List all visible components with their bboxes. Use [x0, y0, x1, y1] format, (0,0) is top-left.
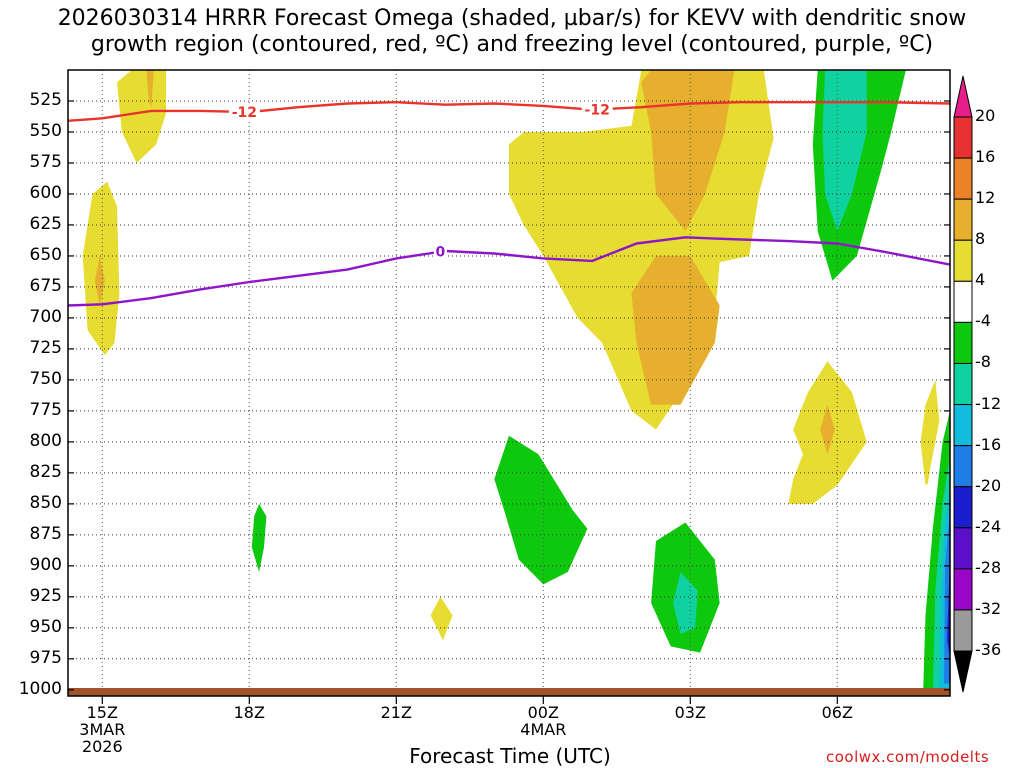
- omega-region-7: [251, 503, 267, 572]
- colorbar-label: -24: [975, 516, 1002, 536]
- y-tick-label: 900: [29, 554, 62, 575]
- colorbar-bin-16: [953, 116, 973, 159]
- x-tick-label: 21Z: [366, 704, 426, 721]
- omega-region-0: [117, 70, 166, 163]
- omega-region-8: [82, 417, 127, 572]
- colorbar-label: 4: [975, 270, 986, 290]
- contour-label-1-0: 0: [436, 245, 446, 261]
- chart-title: 2026030314 HRRR Forecast Omega (shaded, …: [0, 6, 1024, 58]
- colorbar-bin--12: [953, 362, 973, 406]
- colorbar-bin-4: [953, 239, 973, 282]
- source-credit: coolwx.com/modelts: [826, 748, 990, 766]
- colorbar-bin--4: [953, 280, 973, 323]
- colorbar-label: -8: [975, 352, 991, 372]
- y-tick-label: 950: [29, 616, 62, 637]
- contour-label-bg-1-0: [433, 243, 447, 260]
- contour-label-0-1: -12: [585, 102, 610, 118]
- x-tick-label-line: 15Z: [86, 703, 118, 722]
- x-tick-label-line: 3MAR: [79, 720, 126, 739]
- y-tick-label: 650: [29, 244, 62, 265]
- colorbar-label: -28: [975, 557, 1002, 577]
- y-tick-label: 800: [29, 430, 62, 451]
- colorbar-label: 20: [975, 106, 996, 125]
- omega-region-19: [822, 70, 867, 232]
- y-tick-label: 925: [29, 585, 62, 606]
- x-tick-label-line: 18Z: [233, 703, 265, 722]
- ground-strip: [68, 688, 950, 696]
- x-tick-label: 06Z: [807, 704, 867, 721]
- colorbar-bin--28: [953, 527, 973, 570]
- x-axis-label: Forecast Time (UTC): [409, 744, 611, 768]
- colorbar-label: -20: [975, 475, 1002, 495]
- omega-region-1: [146, 70, 154, 108]
- x-tick-label: 15Z 3MAR 2026: [72, 704, 132, 755]
- colorbar-bin--16: [953, 404, 973, 447]
- x-tick-label-line: 2026: [81, 737, 123, 756]
- y-tick-label: 725: [29, 337, 62, 358]
- colorbar-label: -32: [975, 598, 1002, 618]
- colorbar-label: 12: [975, 188, 996, 208]
- x-tick-label-line: 00Z: [527, 703, 559, 722]
- chart-title-line-1: 2026030314 HRRR Forecast Omega (shaded, …: [57, 6, 967, 31]
- contour-label-bg-0-0: [228, 104, 260, 121]
- contour-0: [68, 100, 950, 122]
- x-tick-label-line: 03Z: [674, 703, 706, 722]
- omega-shading: [82, 70, 950, 696]
- y-tick-label: 625: [29, 213, 62, 234]
- plot-frame: [67, 69, 951, 697]
- contour-label-0-0: -12: [232, 105, 257, 121]
- colorbar-bin--24: [953, 486, 973, 529]
- x-tick-label-line: 06Z: [821, 703, 853, 722]
- omega-region-6: [249, 253, 362, 641]
- omega-region-11: [494, 435, 588, 585]
- colorbar-label: -12: [975, 393, 1002, 413]
- colorbar-label: 16: [975, 147, 996, 167]
- y-tick-label: 550: [29, 120, 62, 141]
- colorbar-bin--8: [953, 321, 973, 364]
- omega-region-15: [641, 70, 735, 232]
- axes: [67, 69, 951, 704]
- omega-region-4: [94, 255, 105, 306]
- y-tick-label: 850: [29, 492, 62, 513]
- y-tick-label: 750: [29, 368, 62, 389]
- y-tick-label: 875: [29, 523, 62, 544]
- colorbar-label: -36: [975, 640, 1002, 659]
- colorbar-bin-12: [953, 157, 973, 200]
- y-tick-label: 525: [29, 89, 62, 110]
- contour-label-bg-0-1: [581, 101, 613, 118]
- omega-region-13: [673, 572, 698, 634]
- colorbar-bin--20: [953, 445, 973, 488]
- omega-region-21: [820, 404, 835, 455]
- omega-region-9: [430, 596, 453, 641]
- colorbar-label: -4: [975, 311, 991, 331]
- y-tick-label: 775: [29, 399, 62, 420]
- contour-lines: -12 -12 0: [68, 100, 950, 307]
- chart-title-line-2: growth region (contoured, red, ºC) and f…: [90, 32, 934, 57]
- x-tick-label: 03Z: [660, 704, 720, 721]
- x-tick-label: 18Z: [219, 704, 279, 721]
- contour-1: [68, 236, 950, 307]
- omega-region-2: [335, 70, 358, 132]
- x-tick-label: 00Z 4MAR: [513, 704, 573, 738]
- colorbar-label: -16: [975, 434, 1002, 454]
- colorbar-bin--36: [953, 609, 973, 652]
- colorbar-label: 8: [975, 229, 986, 249]
- x-tick-label-line: 21Z: [380, 703, 412, 722]
- y-tick-label: 675: [29, 275, 62, 296]
- colorbar-bin--32: [953, 568, 973, 611]
- colorbar-top-arrow: [953, 75, 973, 118]
- y-tick-label: 1000: [18, 678, 62, 699]
- colorbar: [953, 75, 973, 693]
- omega-region-16: [631, 255, 720, 405]
- colorbar-bin-8: [953, 198, 973, 241]
- y-tick-label: 700: [29, 306, 62, 327]
- colorbar-bottom-arrow: [953, 650, 973, 693]
- y-tick-label: 975: [29, 647, 62, 668]
- x-tick-label-line: 4MAR: [520, 720, 567, 739]
- y-tick-label: 575: [29, 151, 62, 172]
- y-tick-label: 825: [29, 461, 62, 482]
- y-tick-label: 600: [29, 182, 62, 203]
